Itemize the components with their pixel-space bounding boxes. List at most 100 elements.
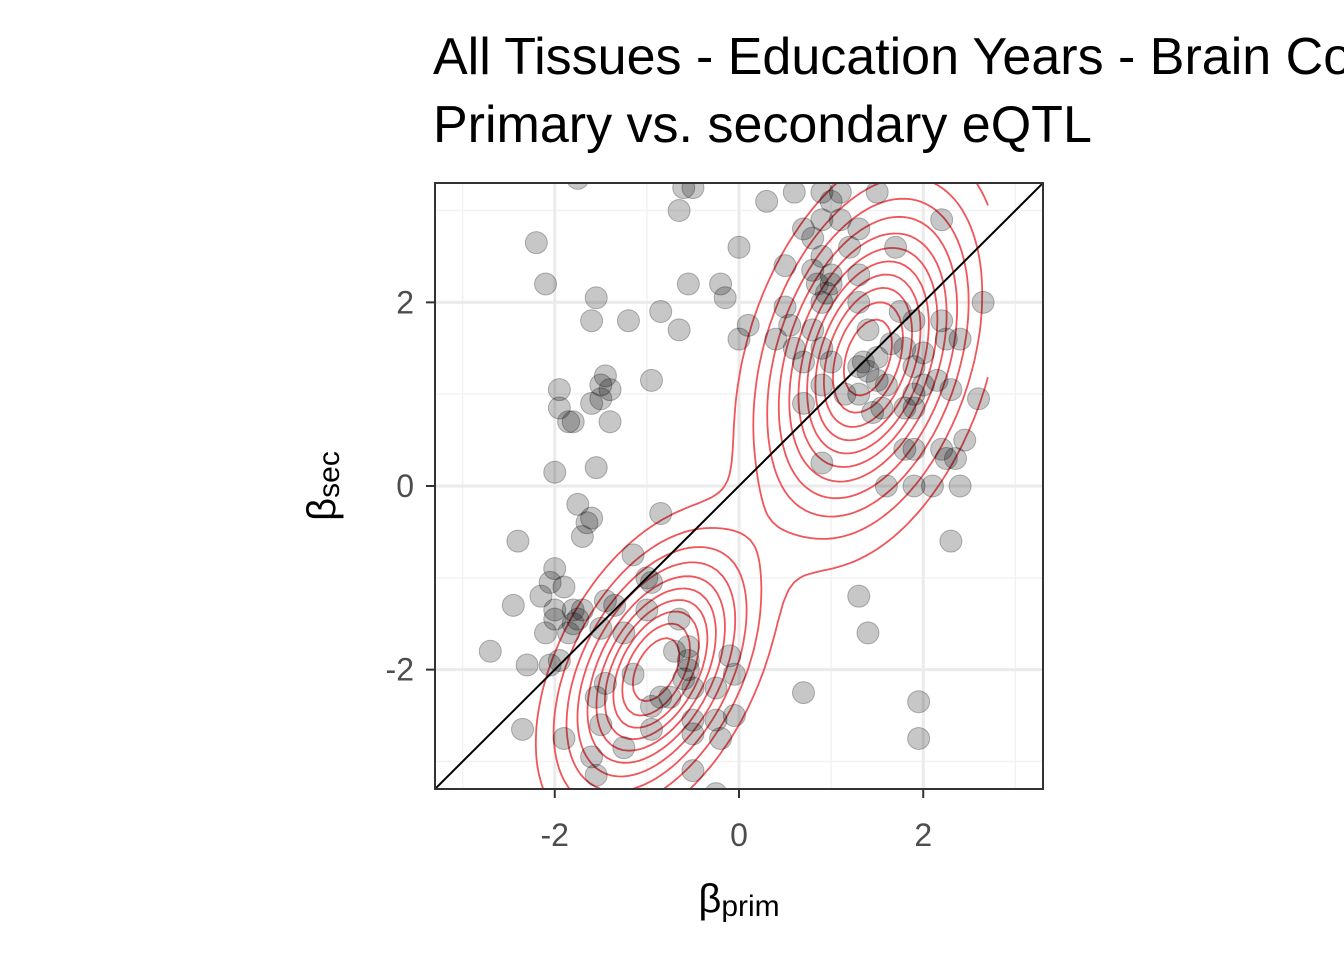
data-point xyxy=(819,189,843,213)
data-point xyxy=(907,690,931,714)
data-point xyxy=(893,396,917,420)
data-point xyxy=(589,387,613,411)
data-point xyxy=(612,621,636,645)
data-point xyxy=(639,694,663,718)
data-point xyxy=(805,272,829,296)
data-point xyxy=(902,382,926,406)
data-point xyxy=(478,639,502,663)
data-point xyxy=(589,373,613,397)
data-point xyxy=(649,300,673,324)
data-point xyxy=(828,208,852,232)
data-point xyxy=(547,378,571,402)
data-point xyxy=(676,272,700,296)
y-axis-subscript: sec xyxy=(313,451,346,498)
data-point xyxy=(538,653,562,677)
data-point xyxy=(543,598,567,622)
data-point xyxy=(676,648,700,672)
data-point xyxy=(791,391,815,415)
data-point xyxy=(856,359,880,383)
density-contour-line xyxy=(552,183,984,789)
data-point xyxy=(547,396,571,420)
data-point xyxy=(543,557,567,581)
data-point xyxy=(593,589,617,613)
data-point xyxy=(561,612,585,636)
data-point xyxy=(561,410,585,434)
data-point xyxy=(593,671,617,695)
data-point xyxy=(718,644,742,668)
data-point xyxy=(501,593,525,617)
density-contour-line xyxy=(612,273,922,729)
data-point xyxy=(593,364,617,388)
data-point xyxy=(584,763,608,787)
data-point xyxy=(971,290,995,314)
data-point xyxy=(865,183,889,204)
data-point xyxy=(570,525,594,548)
data-point xyxy=(907,727,931,750)
data-point xyxy=(589,616,613,640)
data-point xyxy=(911,341,935,365)
data-point xyxy=(939,378,963,402)
data-point xyxy=(847,217,871,241)
data-point xyxy=(810,244,834,268)
y-axis-title: βsec xyxy=(300,451,346,521)
data-point xyxy=(902,309,926,333)
data-point xyxy=(681,722,705,746)
data-point xyxy=(598,410,622,434)
data-point xyxy=(658,685,682,709)
data-point xyxy=(709,272,733,296)
data-point xyxy=(676,635,700,659)
data-point xyxy=(943,446,967,470)
data-point xyxy=(584,286,608,310)
data-point xyxy=(639,570,663,594)
data-point xyxy=(621,543,645,567)
data-point xyxy=(879,332,903,356)
data-point xyxy=(791,217,815,241)
data-point xyxy=(727,235,751,259)
data-point xyxy=(580,745,604,769)
data-point xyxy=(810,183,834,204)
data-point xyxy=(847,290,871,314)
data-point xyxy=(709,727,733,750)
data-point xyxy=(603,593,627,617)
data-point xyxy=(547,648,571,672)
data-point xyxy=(705,782,727,789)
x-axis-tick-label: 2 xyxy=(914,817,932,853)
data-point xyxy=(639,717,663,741)
data-point xyxy=(810,451,834,475)
data-point xyxy=(930,437,954,461)
data-point xyxy=(612,736,636,760)
data-point xyxy=(930,208,954,232)
y-axis-tick-label: 2 xyxy=(396,284,414,320)
data-point xyxy=(902,355,926,379)
data-point xyxy=(810,336,834,360)
density-contour-line xyxy=(604,260,930,741)
data-point xyxy=(580,309,604,333)
data-point xyxy=(874,373,898,397)
data-point xyxy=(543,460,567,484)
data-point xyxy=(874,474,898,498)
data-point xyxy=(681,759,705,783)
data-point xyxy=(865,345,889,369)
y-axis-tick-label: -2 xyxy=(386,652,414,688)
data-point xyxy=(856,621,880,645)
data-point xyxy=(584,685,608,709)
data-point xyxy=(566,607,590,631)
x-axis-title: βprim xyxy=(698,877,779,923)
data-point xyxy=(902,396,926,420)
data-point xyxy=(552,727,576,750)
data-point xyxy=(727,327,751,351)
data-point xyxy=(764,327,788,351)
x-axis-tick-label: 0 xyxy=(730,817,748,853)
data-point xyxy=(865,368,889,392)
data-point xyxy=(870,396,894,420)
data-point xyxy=(681,676,705,700)
data-point xyxy=(667,607,691,631)
data-point xyxy=(538,570,562,594)
data-point xyxy=(681,708,705,732)
x-axis-symbol: β xyxy=(698,877,721,921)
data-point xyxy=(663,639,687,663)
data-point xyxy=(722,662,746,686)
data-point xyxy=(948,474,972,498)
